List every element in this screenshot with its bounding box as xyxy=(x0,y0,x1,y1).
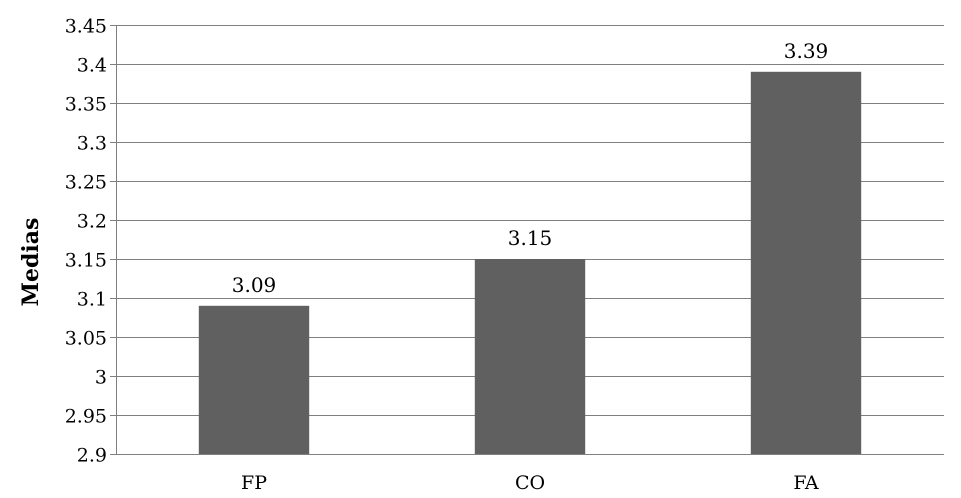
data-label-co: 3.15 xyxy=(508,226,553,250)
y-tick-label: 3.1 xyxy=(77,289,107,311)
y-tick-label: 3.2 xyxy=(77,211,107,233)
y-tick-label: 3.15 xyxy=(65,250,107,272)
bars xyxy=(198,71,862,455)
y-tick-label: 2.95 xyxy=(65,406,107,428)
x-tick-label-fp: FP xyxy=(241,472,267,494)
y-tick-label: 3 xyxy=(95,367,107,389)
y-tick-label: 3.4 xyxy=(77,55,107,77)
y-tick-label: 3.45 xyxy=(65,16,107,38)
data-label-fp: 3.09 xyxy=(232,273,277,297)
bar-fa xyxy=(750,71,862,455)
y-axis-title: Medias xyxy=(18,218,44,307)
x-tick-label-co: CO xyxy=(515,472,545,494)
y-tick-label: 3.3 xyxy=(77,133,107,155)
x-tick-label-fa: FA xyxy=(793,472,819,494)
data-label-fa: 3.39 xyxy=(784,39,829,63)
axes xyxy=(116,25,944,455)
y-tick-label: 2.9 xyxy=(77,445,107,467)
y-tick-label: 3.25 xyxy=(65,172,107,194)
bar-co xyxy=(474,259,586,454)
y-tick-labels: 2.9 2.95 3 3.05 3.1 3.15 3.2 3.25 3.3 3.35 3.4 3.45 xyxy=(65,16,107,467)
x-tick-labels: FP CO FA xyxy=(241,472,819,494)
bar-fp xyxy=(198,305,310,454)
data-labels: 3.09 3.15 3.39 xyxy=(232,39,829,297)
y-tick-label: 3.35 xyxy=(65,94,107,116)
y-tick-label: 3.05 xyxy=(65,328,107,350)
